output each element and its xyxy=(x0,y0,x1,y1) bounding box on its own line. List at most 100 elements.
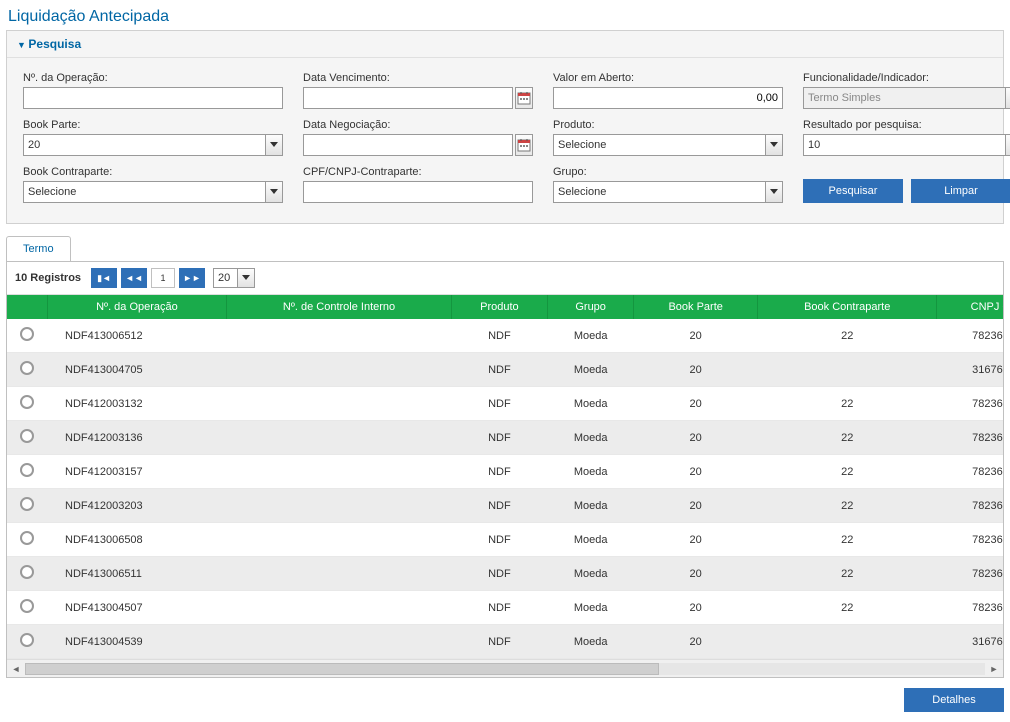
col-header[interactable] xyxy=(7,295,47,319)
cell: Moeda xyxy=(548,353,634,387)
chevron-down-icon[interactable] xyxy=(237,268,255,288)
select-produto[interactable]: Selecione xyxy=(553,134,783,156)
pager-next-button[interactable]: ►► xyxy=(179,268,205,288)
row-radio[interactable] xyxy=(20,395,34,409)
pager-prev-button[interactable]: ◄◄ xyxy=(121,268,147,288)
row-radio[interactable] xyxy=(20,565,34,579)
cell xyxy=(227,421,451,455)
cell xyxy=(227,625,451,659)
chevron-down-icon[interactable] xyxy=(765,181,783,203)
cell: Moeda xyxy=(548,557,634,591)
table-row[interactable]: NDF412003203NDFMoeda202278236277 xyxy=(7,489,1003,523)
select-grupo[interactable]: Selecione xyxy=(553,181,783,203)
cell: 22 xyxy=(758,557,937,591)
col-header[interactable]: Produto xyxy=(451,295,547,319)
results-table: Nº. da OperaçãoNº. de Controle InternoPr… xyxy=(7,295,1003,659)
chevron-down-icon[interactable] xyxy=(265,181,283,203)
cell: 78236277 xyxy=(937,489,1003,523)
cell xyxy=(227,319,451,353)
table-row[interactable]: NDF412003136NDFMoeda202278236277 xyxy=(7,421,1003,455)
cell: NDF413006508 xyxy=(47,523,227,557)
page-title: Liquidação Antecipada xyxy=(0,0,1010,30)
cell: 20 xyxy=(634,489,758,523)
cell: 22 xyxy=(758,319,937,353)
table-row[interactable]: NDF413006508NDFMoeda202278236277 xyxy=(7,523,1003,557)
label-data-vencimento: Data Vencimento: xyxy=(303,72,533,84)
cell: Moeda xyxy=(548,489,634,523)
cell xyxy=(227,387,451,421)
cell: 22 xyxy=(758,523,937,557)
cell: NDF xyxy=(451,319,547,353)
table-row[interactable]: NDF413004507NDFMoeda202278236277 xyxy=(7,591,1003,625)
cell: 20 xyxy=(634,353,758,387)
cell: 78236277 xyxy=(937,421,1003,455)
input-data-vencimento[interactable] xyxy=(303,87,513,109)
cell: 20 xyxy=(634,421,758,455)
scroll-left-icon[interactable]: ◄ xyxy=(7,660,25,678)
row-radio[interactable] xyxy=(20,463,34,477)
detalhes-button[interactable]: Detalhes xyxy=(904,688,1004,712)
row-radio[interactable] xyxy=(20,361,34,375)
label-funcionalidade: Funcionalidade/Indicador: xyxy=(803,72,1010,84)
tab-termo[interactable]: Termo xyxy=(6,236,71,261)
col-header[interactable]: CNPJ Con xyxy=(937,295,1003,319)
row-radio[interactable] xyxy=(20,531,34,545)
chevron-down-icon[interactable] xyxy=(1005,134,1010,156)
select-book-parte[interactable]: 20 xyxy=(23,134,283,156)
cell: 78236277 xyxy=(937,387,1003,421)
calendar-icon[interactable] xyxy=(515,134,533,156)
select-book-contraparte[interactable]: Selecione xyxy=(23,181,283,203)
cell: 20 xyxy=(634,455,758,489)
cell xyxy=(227,523,451,557)
input-valor-aberto[interactable] xyxy=(553,87,783,109)
calendar-icon[interactable] xyxy=(515,87,533,109)
label-book-parte: Book Parte: xyxy=(23,119,283,131)
label-produto: Produto: xyxy=(553,119,783,131)
label-numero-operacao: Nº. da Operação: xyxy=(23,72,283,84)
col-header[interactable]: Book Parte xyxy=(634,295,758,319)
cell: NDF xyxy=(451,625,547,659)
table-row[interactable]: NDF413004539NDFMoeda2031676654 xyxy=(7,625,1003,659)
pager-page-1[interactable]: 1 xyxy=(151,268,175,288)
input-numero-operacao[interactable] xyxy=(23,87,283,109)
cell: 20 xyxy=(634,523,758,557)
search-panel-header[interactable]: Pesquisa xyxy=(7,31,1003,58)
table-row[interactable]: NDF413006511NDFMoeda202278236277 xyxy=(7,557,1003,591)
cell xyxy=(227,557,451,591)
row-radio[interactable] xyxy=(20,429,34,443)
input-cpf-cnpj[interactable] xyxy=(303,181,533,203)
col-header[interactable]: Book Contraparte xyxy=(758,295,937,319)
col-header[interactable]: Nº. da Operação xyxy=(47,295,227,319)
chevron-down-icon xyxy=(1005,87,1010,109)
table-row[interactable]: NDF413006512NDFMoeda202278236277 xyxy=(7,319,1003,353)
cell: 22 xyxy=(758,591,937,625)
pesquisar-button[interactable]: Pesquisar xyxy=(803,179,903,203)
cell xyxy=(758,625,937,659)
label-valor-aberto: Valor em Aberto: xyxy=(553,72,783,84)
cell: 22 xyxy=(758,489,937,523)
label-book-contraparte: Book Contraparte: xyxy=(23,166,283,178)
horizontal-scrollbar[interactable]: ◄ ► xyxy=(7,659,1003,677)
limpar-button[interactable]: Limpar xyxy=(911,179,1010,203)
table-row[interactable]: NDF412003132NDFMoeda202278236277 xyxy=(7,387,1003,421)
table-row[interactable]: NDF413004705NDFMoeda2031676654 xyxy=(7,353,1003,387)
cell: NDF413004539 xyxy=(47,625,227,659)
label-grupo: Grupo: xyxy=(553,166,783,178)
cell: NDF xyxy=(451,353,547,387)
chevron-down-icon[interactable] xyxy=(765,134,783,156)
scroll-right-icon[interactable]: ► xyxy=(985,660,1003,678)
table-row[interactable]: NDF412003157NDFMoeda202278236277 xyxy=(7,455,1003,489)
row-radio[interactable] xyxy=(20,599,34,613)
chevron-down-icon[interactable] xyxy=(265,134,283,156)
col-header[interactable]: Grupo xyxy=(548,295,634,319)
row-radio[interactable] xyxy=(20,327,34,341)
cell: NDF412003157 xyxy=(47,455,227,489)
col-header[interactable]: Nº. de Controle Interno xyxy=(227,295,451,319)
select-resultado-pesquisa[interactable]: 10 xyxy=(803,134,1010,156)
pager-first-button[interactable]: ▮◄ xyxy=(91,268,117,288)
row-radio[interactable] xyxy=(20,497,34,511)
cell: 20 xyxy=(634,557,758,591)
input-data-negociacao[interactable] xyxy=(303,134,513,156)
row-radio[interactable] xyxy=(20,633,34,647)
label-resultado-pesquisa: Resultado por pesquisa: xyxy=(803,119,1010,131)
